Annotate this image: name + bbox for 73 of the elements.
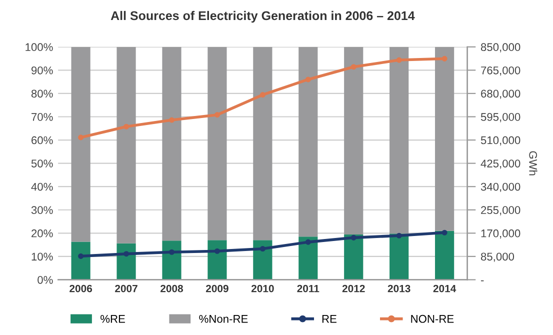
x-tick-label: 2009 <box>206 284 228 292</box>
bar <box>298 236 318 280</box>
y2-tick-label: 340,000 <box>480 182 520 192</box>
bar <box>435 230 454 280</box>
bar <box>162 46 182 241</box>
legend-label: %RE <box>100 314 125 323</box>
point <box>260 246 266 252</box>
x-tick-label: 2010 <box>251 284 274 292</box>
point <box>123 124 130 130</box>
y2-tick-label: 850,000 <box>480 43 520 52</box>
x-tick-label: 2013 <box>388 284 410 292</box>
bar <box>390 234 409 280</box>
point <box>260 92 266 98</box>
point <box>214 248 220 254</box>
y2-tick-label: 680,000 <box>481 90 520 99</box>
y2-tick-label: 425,000 <box>480 160 520 169</box>
point <box>396 57 402 63</box>
point <box>214 112 220 118</box>
point <box>350 234 356 240</box>
point <box>442 56 448 62</box>
legend-label: %Non-RE <box>199 314 248 323</box>
x-tick-label: 2014 <box>433 284 456 292</box>
y-tick-label: 10% <box>32 252 53 261</box>
y2-tick-label: 595,000 <box>480 113 520 122</box>
chart-title: All Sources of Electricity Generation in 2006 – 2014 <box>110 10 415 23</box>
bar <box>71 242 90 280</box>
y-tick-label: 50% <box>31 160 53 168</box>
bar <box>116 243 136 280</box>
point <box>123 251 130 257</box>
bar <box>344 46 364 235</box>
bar <box>344 234 364 280</box>
point <box>396 232 402 238</box>
y2-tick-label: 85,000 <box>480 252 514 262</box>
bar <box>208 240 227 280</box>
y-tick-label: 0% <box>38 276 53 284</box>
legend-label: NON-RE <box>411 314 454 323</box>
point <box>78 253 84 259</box>
bar <box>298 46 318 237</box>
bar <box>208 46 227 240</box>
y2-tick-label: 170,000 <box>481 229 520 239</box>
y-tick-label: 20% <box>32 229 53 238</box>
y2-tick-label: 255,000 <box>481 206 520 216</box>
point <box>168 249 175 255</box>
bar <box>71 46 90 242</box>
bar <box>390 46 409 234</box>
x-tick-label: 2006 <box>70 284 92 292</box>
x-tick-label: 2011 <box>297 284 320 292</box>
bar <box>162 240 182 280</box>
y2-axis-title: GWh <box>529 151 538 176</box>
point <box>442 230 448 236</box>
bar <box>435 46 454 231</box>
y-tick-label: 80% <box>31 90 53 98</box>
y2-tick-label: - <box>480 280 484 282</box>
y-tick-label: 70% <box>32 113 53 121</box>
y-tick-label: 100% <box>26 43 53 52</box>
point <box>78 134 84 140</box>
y-tick-label: 90% <box>31 66 53 74</box>
bar <box>253 46 272 240</box>
y2-tick-label: 765,000 <box>481 66 520 76</box>
bar <box>116 46 136 244</box>
y-tick-label: 60% <box>32 136 53 144</box>
x-tick-label: 2007 <box>115 284 138 292</box>
y2-tick-label: 510,000 <box>480 136 520 146</box>
point <box>305 76 311 82</box>
x-tick-label: 2012 <box>342 284 365 292</box>
x-tick-label: 2008 <box>160 284 184 292</box>
y-tick-label: 40% <box>31 182 53 191</box>
point <box>305 239 311 245</box>
point <box>168 117 175 123</box>
legend-label: RE <box>322 315 336 323</box>
y-tick-label: 30% <box>31 206 53 214</box>
point <box>350 64 356 70</box>
bar <box>253 240 272 280</box>
